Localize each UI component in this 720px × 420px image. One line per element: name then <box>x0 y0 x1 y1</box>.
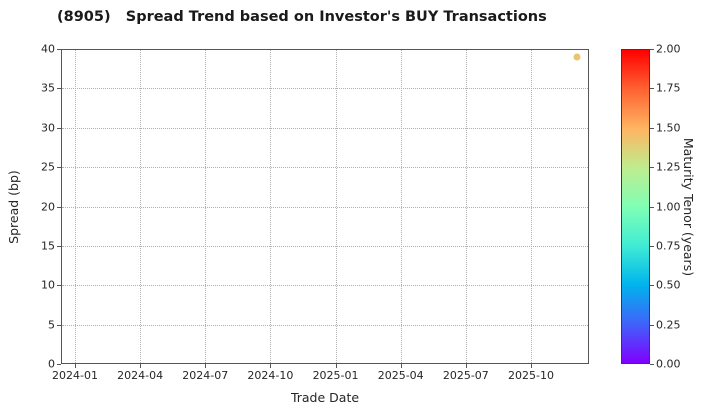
x-tick-mark <box>335 364 337 368</box>
colorbar-tick-mark <box>650 324 654 326</box>
colorbar-tick-label: 0.50 <box>656 278 681 292</box>
y-tick-mark <box>57 49 61 50</box>
h-gridline <box>62 285 588 287</box>
y-tick-mark <box>57 285 61 287</box>
x-tick-label: 2025-04 <box>377 369 424 382</box>
y-tick-mark <box>57 206 61 208</box>
chart-title: (8905) Spread Trend based on Investor's … <box>57 9 547 25</box>
x-tick-label: 2025-01 <box>312 369 359 382</box>
colorbar-tick-label: 0.25 <box>656 318 681 332</box>
h-gridline <box>62 245 588 247</box>
colorbar-tick-mark <box>650 364 654 365</box>
x-tick-mark <box>75 364 76 368</box>
x-tick-label: 2024-04 <box>117 369 164 382</box>
colorbar-tick-label: 1.75 <box>656 81 681 95</box>
y-tick-mark <box>57 167 61 169</box>
x-tick-label: 2024-01 <box>52 369 98 382</box>
colorbar-tick-label: 0.00 <box>656 357 681 371</box>
y-tick-label: 10 <box>41 278 55 292</box>
y-tick-mark <box>57 127 61 129</box>
colorbar-tick-mark <box>650 206 654 208</box>
x-tick-mark <box>530 364 532 368</box>
colorbar-tick-mark <box>650 285 654 287</box>
v-gridline <box>205 50 207 363</box>
colorbar-gradient <box>621 49 650 364</box>
h-gridline <box>62 127 588 129</box>
h-gridline <box>62 88 588 90</box>
y-tick-mark <box>57 324 61 326</box>
x-axis-label: Trade Date <box>290 390 360 405</box>
v-gridline <box>465 50 467 363</box>
y-tick-label: 0 <box>48 357 55 371</box>
x-tick-label: 2024-10 <box>247 369 294 382</box>
v-gridline <box>75 50 76 363</box>
colorbar-tick-label: 0.75 <box>656 239 681 253</box>
h-gridline <box>62 167 588 169</box>
v-gridline <box>270 50 272 363</box>
colorbar-tick-label: 2.00 <box>656 42 681 56</box>
x-tick-mark <box>205 364 207 368</box>
colorbar-tick-mark <box>650 127 654 129</box>
y-tick-label: 40 <box>41 42 55 56</box>
x-tick-mark <box>400 364 402 368</box>
colorbar-tick-label: 1.50 <box>656 121 681 135</box>
v-gridline <box>530 50 532 363</box>
h-gridline <box>62 206 588 208</box>
x-tick-mark <box>140 364 142 368</box>
v-gridline <box>400 50 402 363</box>
y-tick-label: 35 <box>41 81 55 95</box>
v-gridline <box>335 50 337 363</box>
y-tick-mark <box>57 245 61 247</box>
y-tick-mark <box>57 88 61 90</box>
x-tick-label: 2025-07 <box>442 369 489 382</box>
x-tick-mark <box>270 364 272 368</box>
y-tick-label: 5 <box>48 318 55 332</box>
h-gridline <box>62 324 588 326</box>
colorbar-tick-mark <box>650 167 654 169</box>
colorbar-label: Maturity Tenor (years) <box>681 137 696 277</box>
y-tick-label: 20 <box>41 200 55 213</box>
y-tick-label: 25 <box>41 160 55 174</box>
y-tick-label: 30 <box>41 121 55 135</box>
y-tick-mark <box>57 364 61 365</box>
data-point <box>573 53 581 61</box>
v-gridline <box>140 50 142 363</box>
y-tick-label: 15 <box>41 239 55 253</box>
y-axis-label: Spread (bp) <box>6 170 21 244</box>
x-tick-label: 2024-07 <box>182 369 229 382</box>
x-tick-label: 2025-10 <box>507 369 554 382</box>
colorbar-tick-mark <box>650 88 654 90</box>
colorbar-tick-label: 1.25 <box>656 160 681 174</box>
colorbar-tick-mark <box>650 49 654 50</box>
colorbar-tick-mark <box>650 245 654 247</box>
colorbar-tick-label: 1.00 <box>656 200 681 213</box>
x-tick-mark <box>465 364 467 368</box>
